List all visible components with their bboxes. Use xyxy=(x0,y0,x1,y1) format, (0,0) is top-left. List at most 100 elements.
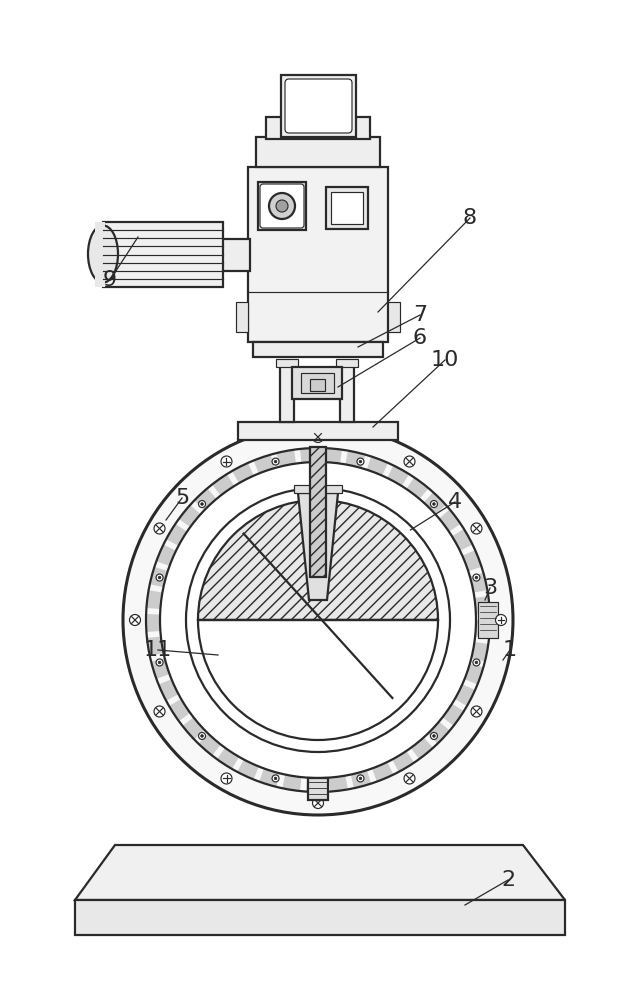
Wedge shape xyxy=(151,658,170,679)
Circle shape xyxy=(198,501,205,508)
Circle shape xyxy=(154,706,165,717)
Wedge shape xyxy=(217,748,239,769)
Bar xyxy=(336,359,358,367)
Bar xyxy=(280,364,294,422)
Wedge shape xyxy=(282,775,301,791)
Text: 7: 7 xyxy=(413,305,427,325)
Wedge shape xyxy=(406,477,429,499)
Circle shape xyxy=(198,732,205,739)
Wedge shape xyxy=(146,590,162,609)
Wedge shape xyxy=(237,760,259,779)
Bar xyxy=(388,302,400,332)
Ellipse shape xyxy=(88,225,118,283)
Wedge shape xyxy=(169,699,190,721)
Circle shape xyxy=(431,732,438,739)
Wedge shape xyxy=(212,474,234,495)
Bar xyxy=(331,192,363,224)
Bar xyxy=(301,373,334,393)
Bar xyxy=(256,137,380,167)
Circle shape xyxy=(432,735,435,737)
Circle shape xyxy=(130,614,141,626)
Circle shape xyxy=(357,458,364,465)
Wedge shape xyxy=(147,637,163,656)
Wedge shape xyxy=(464,664,483,684)
Circle shape xyxy=(272,458,279,465)
Bar xyxy=(95,222,105,287)
Bar xyxy=(248,167,388,342)
Wedge shape xyxy=(324,448,342,464)
FancyBboxPatch shape xyxy=(260,184,304,228)
Bar xyxy=(294,485,342,493)
Text: 3: 3 xyxy=(483,578,497,598)
Text: 6: 6 xyxy=(413,328,427,348)
Circle shape xyxy=(404,456,415,467)
Circle shape xyxy=(431,501,438,508)
Wedge shape xyxy=(146,614,160,632)
Circle shape xyxy=(154,523,165,534)
Wedge shape xyxy=(198,500,438,620)
Bar xyxy=(266,117,370,139)
Circle shape xyxy=(201,503,204,505)
Circle shape xyxy=(495,614,506,626)
Circle shape xyxy=(359,460,362,463)
Circle shape xyxy=(123,425,513,815)
Wedge shape xyxy=(462,550,481,571)
Wedge shape xyxy=(194,488,216,510)
Circle shape xyxy=(156,574,163,581)
Bar xyxy=(340,364,354,422)
Bar xyxy=(292,367,342,399)
Wedge shape xyxy=(259,768,280,787)
FancyBboxPatch shape xyxy=(285,79,352,133)
Bar xyxy=(253,342,383,357)
Wedge shape xyxy=(392,751,414,772)
Circle shape xyxy=(473,659,480,666)
Wedge shape xyxy=(387,465,409,486)
Wedge shape xyxy=(470,573,487,593)
Circle shape xyxy=(471,706,482,717)
Circle shape xyxy=(269,193,295,219)
Wedge shape xyxy=(367,456,388,476)
Wedge shape xyxy=(345,451,366,468)
Circle shape xyxy=(186,488,450,752)
Circle shape xyxy=(473,574,480,581)
Wedge shape xyxy=(443,704,464,726)
Polygon shape xyxy=(75,845,565,900)
Wedge shape xyxy=(198,734,221,756)
Polygon shape xyxy=(298,493,338,600)
Wedge shape xyxy=(428,722,450,744)
Circle shape xyxy=(357,775,364,782)
Bar xyxy=(222,239,250,271)
Text: 1: 1 xyxy=(503,640,517,660)
Wedge shape xyxy=(306,778,324,792)
Circle shape xyxy=(158,576,161,579)
Wedge shape xyxy=(158,679,179,701)
Bar xyxy=(326,187,368,229)
Wedge shape xyxy=(424,492,446,514)
Text: 8: 8 xyxy=(463,208,477,228)
Bar xyxy=(236,302,248,332)
Wedge shape xyxy=(411,737,433,759)
Text: 9: 9 xyxy=(103,270,117,290)
Bar xyxy=(310,379,325,391)
Circle shape xyxy=(274,460,277,463)
Circle shape xyxy=(404,773,415,784)
Wedge shape xyxy=(474,596,490,614)
Wedge shape xyxy=(179,505,200,527)
Bar xyxy=(310,447,326,577)
Wedge shape xyxy=(254,455,275,474)
Bar xyxy=(478,602,498,638)
Circle shape xyxy=(160,462,476,778)
Wedge shape xyxy=(300,448,318,463)
Wedge shape xyxy=(372,762,394,782)
Circle shape xyxy=(475,661,478,664)
Wedge shape xyxy=(183,717,204,739)
Bar xyxy=(75,900,565,935)
Bar xyxy=(281,75,356,137)
Circle shape xyxy=(475,576,478,579)
Circle shape xyxy=(156,659,163,666)
Circle shape xyxy=(201,735,204,737)
Wedge shape xyxy=(475,620,490,638)
Circle shape xyxy=(432,503,435,505)
Bar xyxy=(103,222,223,287)
Wedge shape xyxy=(471,642,488,662)
